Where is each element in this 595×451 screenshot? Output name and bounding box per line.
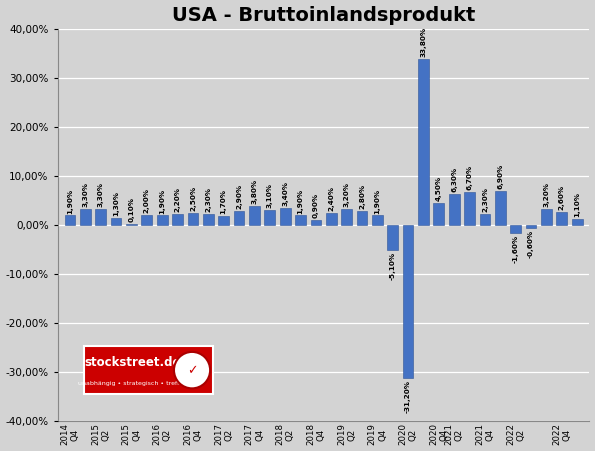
Text: unabhängig • strategisch • treffsicher: unabhängig • strategisch • treffsicher xyxy=(78,381,198,386)
Bar xyxy=(172,214,183,225)
Text: 0,10%: 0,10% xyxy=(129,198,134,222)
Text: 4,50%: 4,50% xyxy=(436,175,442,201)
Bar xyxy=(264,210,275,225)
Text: 3,40%: 3,40% xyxy=(282,181,288,206)
Text: 2,30%: 2,30% xyxy=(205,187,211,212)
Text: 2,90%: 2,90% xyxy=(236,184,242,209)
Text: 2,80%: 2,80% xyxy=(359,184,365,209)
Text: -31,20%: -31,20% xyxy=(405,380,411,413)
Bar xyxy=(234,211,245,225)
Bar xyxy=(218,216,229,225)
Bar xyxy=(157,216,168,225)
Text: 2,50%: 2,50% xyxy=(190,185,196,211)
Text: 2,30%: 2,30% xyxy=(482,187,488,212)
Bar xyxy=(464,192,475,225)
Text: 6,70%: 6,70% xyxy=(466,165,472,190)
Bar xyxy=(449,194,459,225)
Text: 3,20%: 3,20% xyxy=(543,182,549,207)
Bar xyxy=(111,218,121,225)
Text: 1,70%: 1,70% xyxy=(221,189,227,215)
Bar xyxy=(495,191,506,225)
Bar xyxy=(342,209,352,225)
Bar xyxy=(311,221,321,225)
Text: 1,90%: 1,90% xyxy=(159,189,165,213)
Text: 1,90%: 1,90% xyxy=(374,189,380,213)
Bar xyxy=(356,211,367,225)
Bar xyxy=(142,215,152,225)
Bar xyxy=(480,213,490,225)
Text: 1,90%: 1,90% xyxy=(67,189,73,213)
Text: 6,30%: 6,30% xyxy=(451,167,457,192)
Bar xyxy=(295,216,306,225)
Text: -1,60%: -1,60% xyxy=(513,235,519,262)
Bar xyxy=(556,212,567,225)
Title: USA - Bruttoinlandsprodukt: USA - Bruttoinlandsprodukt xyxy=(172,5,475,24)
Text: 2,20%: 2,20% xyxy=(174,187,180,212)
Bar xyxy=(187,212,198,225)
Bar xyxy=(249,206,260,225)
Bar xyxy=(572,219,583,225)
Text: -5,10%: -5,10% xyxy=(390,252,396,280)
Bar xyxy=(326,213,337,225)
Bar xyxy=(95,209,106,225)
Text: 2,00%: 2,00% xyxy=(144,188,150,213)
Bar xyxy=(80,209,91,225)
Text: 0,90%: 0,90% xyxy=(313,193,319,218)
Bar xyxy=(418,59,429,225)
Text: 3,30%: 3,30% xyxy=(82,182,89,207)
Text: stockstreet.de: stockstreet.de xyxy=(84,356,181,369)
Ellipse shape xyxy=(174,352,210,388)
Text: ✓: ✓ xyxy=(187,364,198,377)
Bar xyxy=(511,225,521,233)
Bar xyxy=(126,224,137,225)
Bar xyxy=(65,216,76,225)
Text: 1,10%: 1,10% xyxy=(574,193,580,217)
Text: 3,30%: 3,30% xyxy=(98,182,104,207)
Text: 1,90%: 1,90% xyxy=(298,189,303,213)
Bar xyxy=(203,213,214,225)
Bar xyxy=(387,225,398,250)
Bar xyxy=(434,203,444,225)
Bar xyxy=(280,208,290,225)
Text: 1,30%: 1,30% xyxy=(113,192,119,216)
Text: 3,20%: 3,20% xyxy=(344,182,350,207)
Bar xyxy=(525,225,537,228)
Bar xyxy=(541,209,552,225)
Text: 3,80%: 3,80% xyxy=(252,179,258,204)
Bar xyxy=(372,216,383,225)
Bar xyxy=(403,225,414,377)
Text: 33,80%: 33,80% xyxy=(421,27,427,57)
Text: 2,40%: 2,40% xyxy=(328,186,334,211)
Text: -0,60%: -0,60% xyxy=(528,230,534,258)
Text: 6,90%: 6,90% xyxy=(497,164,503,189)
Text: 3,10%: 3,10% xyxy=(267,183,273,207)
Text: 2,60%: 2,60% xyxy=(559,185,565,210)
